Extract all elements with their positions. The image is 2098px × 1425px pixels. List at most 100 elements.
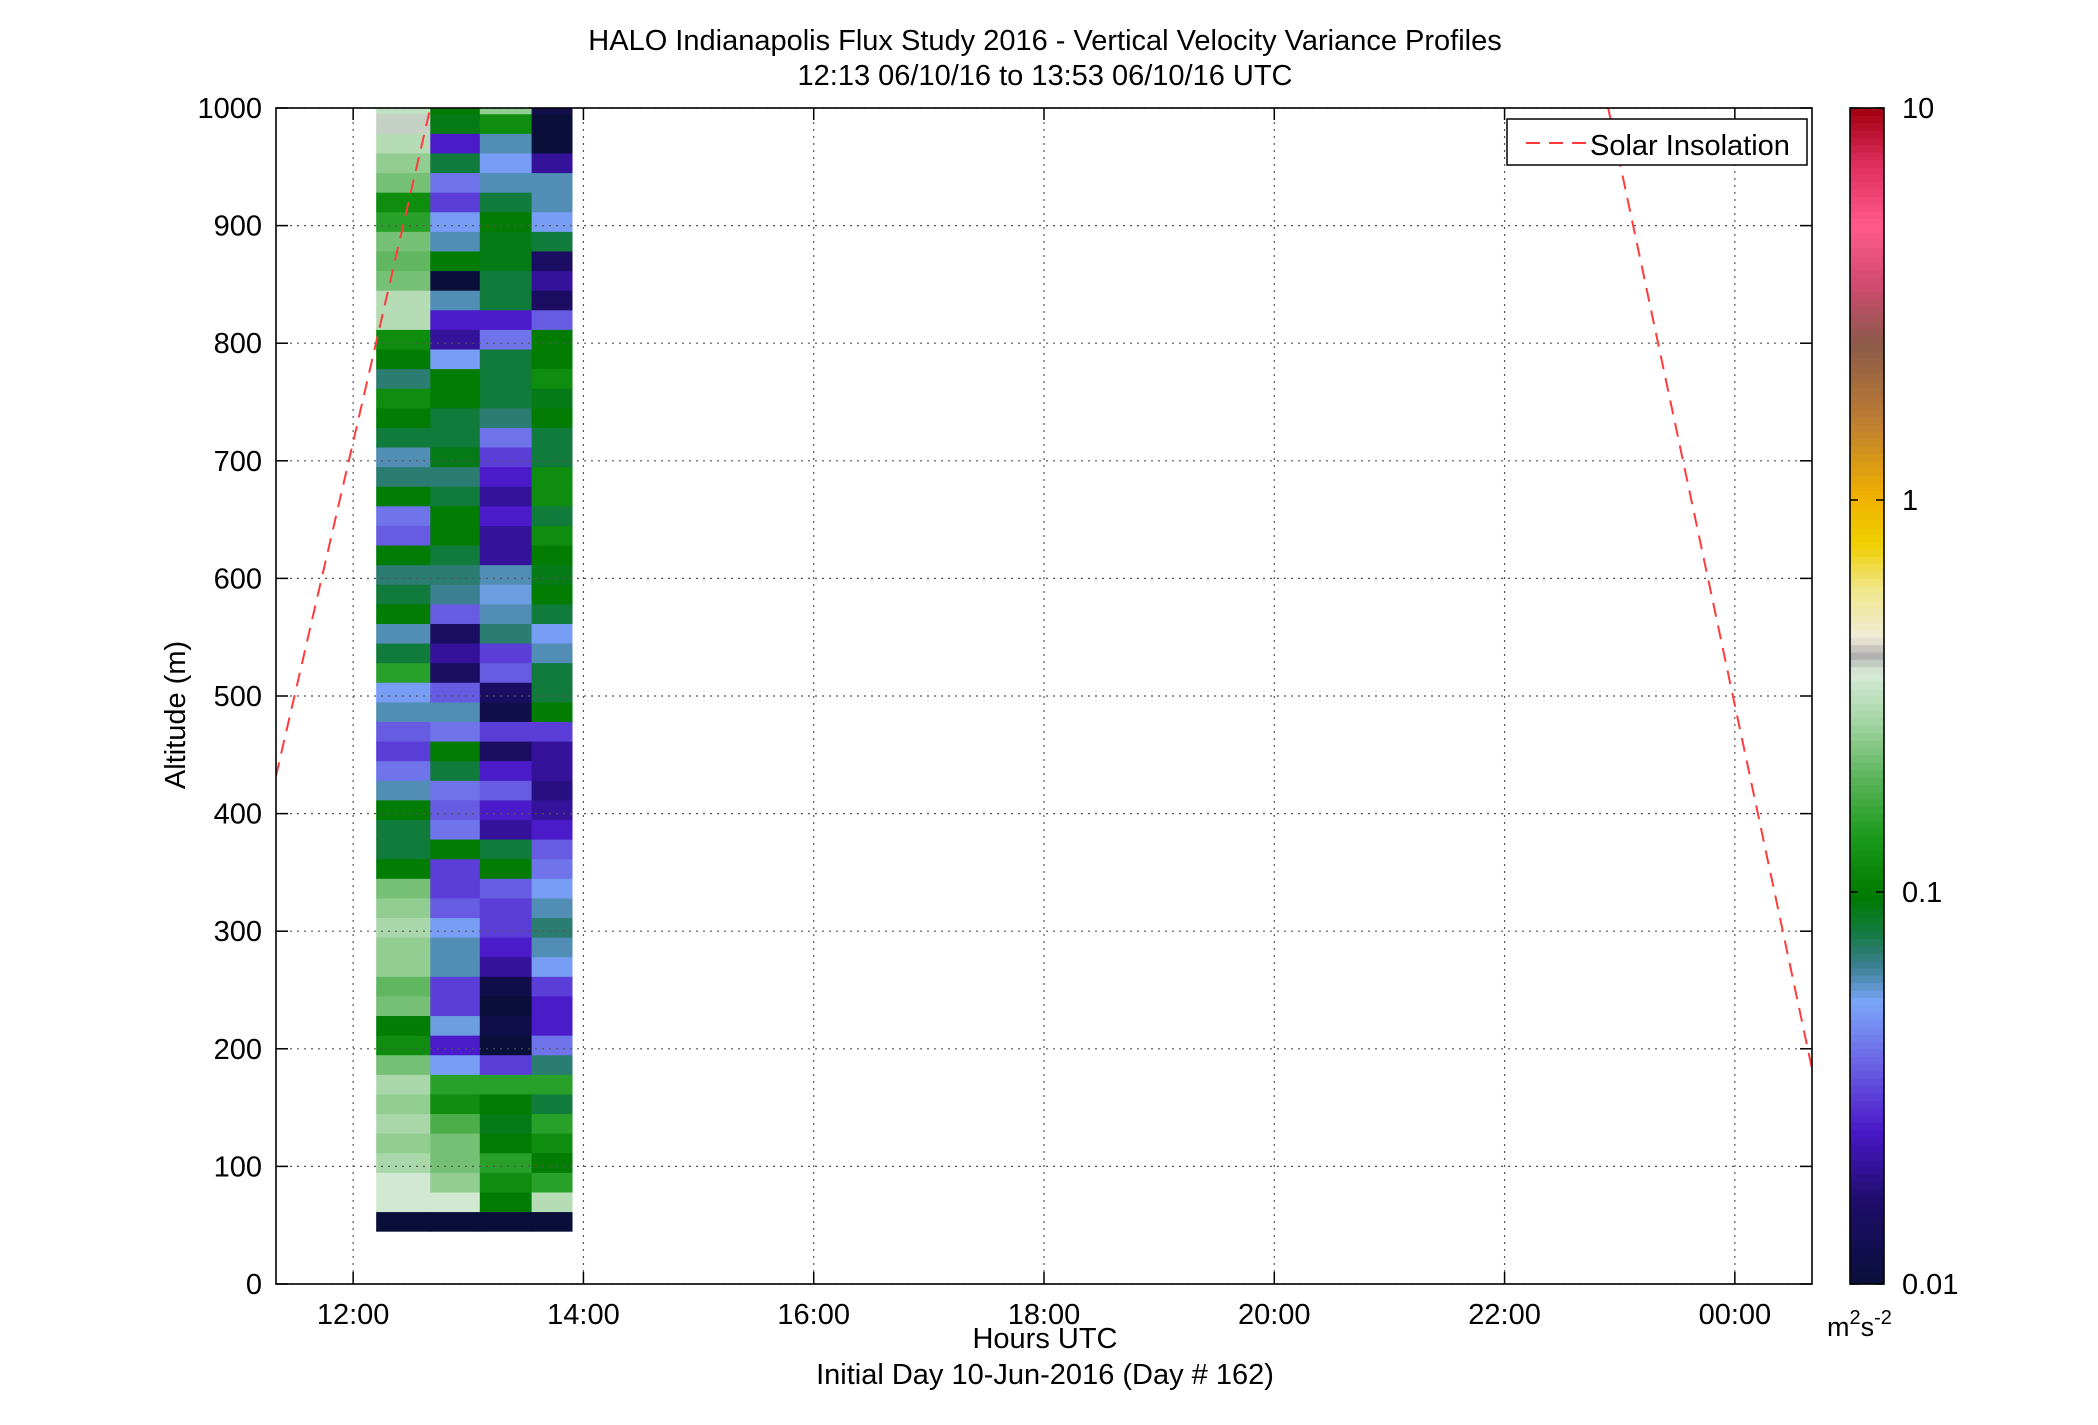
heatmap-cell bbox=[430, 525, 481, 546]
heatmap-cell bbox=[376, 760, 431, 781]
heatmap-cell bbox=[479, 152, 533, 174]
colorbar-segment bbox=[1850, 725, 1884, 734]
heatmap-cell bbox=[479, 682, 533, 703]
heatmap-cell bbox=[430, 329, 481, 350]
colorbar-segment bbox=[1850, 1129, 1884, 1138]
colorbar-segment bbox=[1850, 350, 1884, 359]
heatmap-cell bbox=[479, 603, 533, 624]
heatmap-cell bbox=[376, 976, 431, 997]
heatmap-cell bbox=[479, 270, 533, 291]
heatmap-cell bbox=[376, 329, 431, 350]
colorbar-segment bbox=[1850, 806, 1884, 815]
colorbar-segment bbox=[1850, 291, 1884, 300]
colorbar-segment bbox=[1850, 637, 1884, 646]
colorbar-segment bbox=[1850, 365, 1884, 374]
colorbar-segment bbox=[1850, 1269, 1884, 1278]
colorbar-segment bbox=[1850, 1188, 1884, 1197]
heatmap-cell bbox=[376, 446, 431, 468]
x-axis-sublabel: Initial Day 10-Jun-2016 (Day # 162) bbox=[816, 1359, 1274, 1391]
heatmap-cell bbox=[430, 995, 481, 1017]
colorbar-segment bbox=[1850, 975, 1884, 984]
colorbar-segment bbox=[1850, 820, 1884, 829]
heatmap-cell bbox=[531, 897, 573, 919]
heatmap-cell bbox=[376, 133, 431, 154]
heatmap-cell bbox=[479, 721, 533, 742]
heatmap-cell bbox=[376, 662, 431, 683]
colorbar-segment bbox=[1850, 571, 1884, 579]
heatmap-cell bbox=[376, 956, 431, 977]
heatmap-cell bbox=[376, 897, 431, 919]
colorbar-segment bbox=[1850, 1159, 1884, 1167]
heatmap-cell bbox=[376, 1015, 431, 1036]
colorbar-segment bbox=[1850, 1144, 1884, 1153]
y-axis: 0 100 200 300 400 500 600 700 800 900 1000 bbox=[197, 93, 1812, 1301]
heatmap-cell bbox=[430, 1074, 481, 1095]
heatmap-cell bbox=[430, 211, 481, 232]
y-tick-label: 1000 bbox=[197, 93, 262, 125]
colorbar-segment bbox=[1850, 424, 1884, 432]
heatmap-cell bbox=[376, 152, 431, 174]
colorbar-segment bbox=[1850, 468, 1884, 477]
colorbar-segment bbox=[1850, 240, 1884, 249]
heatmap-cell bbox=[376, 799, 431, 820]
heatmap-cell bbox=[430, 564, 481, 585]
colorbar-segment bbox=[1850, 931, 1884, 940]
colorbar-segment bbox=[1850, 549, 1884, 557]
heatmap-cell bbox=[430, 780, 481, 801]
heatmap-cell bbox=[479, 113, 533, 134]
colorbar-segment bbox=[1850, 416, 1884, 425]
heatmap-cell bbox=[430, 1035, 481, 1056]
colorbar-segment bbox=[1850, 740, 1884, 749]
colorbar-segment bbox=[1850, 615, 1884, 624]
heatmap-cell bbox=[531, 839, 573, 860]
colorbar-segment bbox=[1850, 409, 1884, 418]
heatmap-cell bbox=[479, 329, 533, 350]
heatmap-cell bbox=[376, 878, 431, 899]
colorbar-segment bbox=[1850, 659, 1884, 668]
heatmap-cell bbox=[531, 1172, 573, 1193]
heatmap-cell bbox=[376, 564, 431, 585]
heatmap-cell bbox=[531, 1015, 573, 1036]
heatmap-cell bbox=[430, 603, 481, 624]
x-axis: 12:00 14:00 16:00 18:00 20:00 22:00 00:00 bbox=[317, 108, 1771, 1331]
colorbar-segment bbox=[1850, 1078, 1884, 1087]
heatmap-cell bbox=[430, 113, 481, 134]
heatmap-cell bbox=[479, 1093, 533, 1115]
colorbar-segment bbox=[1850, 732, 1884, 741]
colorbar-segment bbox=[1850, 218, 1884, 227]
heatmap-cell bbox=[531, 544, 573, 566]
chart-subtitle: 12:13 06/10/16 to 13:53 06/10/16 UTC bbox=[798, 60, 1293, 92]
heatmap-cell bbox=[376, 544, 431, 566]
heatmap-cell bbox=[531, 446, 573, 468]
heatmap-cell bbox=[479, 1054, 533, 1075]
heatmap-cell bbox=[531, 799, 573, 820]
heatmap-cell bbox=[376, 407, 431, 428]
heatmap-cell bbox=[376, 290, 431, 311]
heatmap-cell bbox=[376, 1093, 431, 1115]
colorbar-segment bbox=[1850, 1092, 1884, 1101]
heatmap-cell bbox=[376, 1172, 431, 1193]
heatmap-cell bbox=[430, 839, 481, 860]
heatmap-cell bbox=[430, 799, 481, 820]
heatmap-cell bbox=[376, 1074, 431, 1095]
heatmap-cell bbox=[531, 1074, 573, 1095]
colorbar-segment bbox=[1850, 269, 1884, 278]
x-tick-label: 16:00 bbox=[777, 1299, 850, 1331]
colorbar bbox=[1849, 107, 1885, 1285]
heatmap-cell bbox=[430, 388, 481, 409]
colorbar-segment bbox=[1850, 585, 1884, 594]
heatmap-cell bbox=[479, 407, 533, 428]
colorbar-segment bbox=[1850, 152, 1884, 161]
colorbar-segment bbox=[1850, 960, 1884, 969]
heatmap-cell bbox=[531, 231, 573, 252]
heatmap-cell bbox=[479, 1074, 533, 1095]
heatmap-cell bbox=[479, 211, 533, 232]
heatmap-cell bbox=[479, 839, 533, 860]
heatmap-cell bbox=[479, 662, 533, 683]
heatmap-cell bbox=[531, 388, 573, 409]
colorbar-segment bbox=[1850, 1225, 1884, 1234]
heatmap-cell bbox=[479, 231, 533, 252]
colorbar-ticks: 0.01 0.1 1 10 bbox=[1850, 93, 1958, 1301]
colorbar-segment bbox=[1850, 1276, 1884, 1285]
heatmap-cell bbox=[430, 348, 481, 370]
